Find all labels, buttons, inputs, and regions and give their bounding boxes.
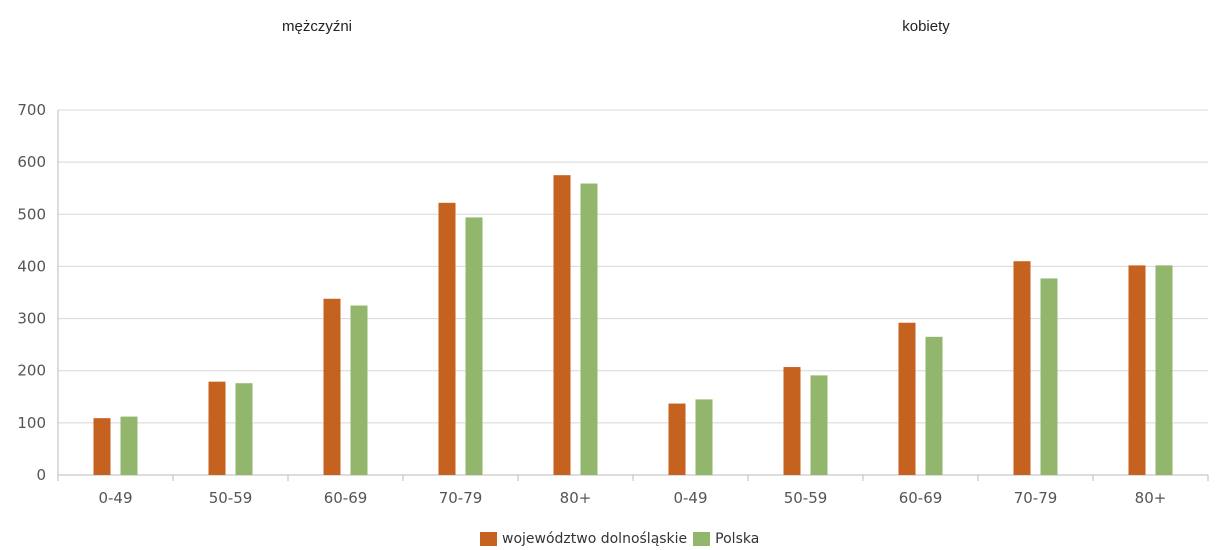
y-tick-label: 400 — [17, 257, 46, 275]
x-tick-label: 70-79 — [439, 489, 483, 507]
bar-polska — [580, 183, 598, 475]
bar-polska — [1155, 265, 1173, 475]
x-tick-label: 0-49 — [673, 489, 707, 507]
legend-item-polska[interactable]: Polska — [693, 531, 759, 547]
bar-dolnoslaskie — [783, 367, 801, 475]
y-tick-label: 700 — [17, 101, 46, 119]
y-tick-label: 600 — [17, 153, 46, 171]
bar-dolnoslaskie — [93, 418, 111, 475]
legend: województwo dolnośląskie Polska — [480, 531, 759, 547]
x-tick-label: 50-59 — [209, 489, 253, 507]
bar-polska — [1040, 278, 1058, 475]
legend-swatch-dolnoslaskie — [480, 532, 497, 546]
x-tick-label: 60-69 — [899, 489, 943, 507]
x-tick-label: 0-49 — [98, 489, 132, 507]
group-title-women: kobiety — [902, 18, 950, 35]
bar-dolnoslaskie — [1013, 261, 1031, 475]
y-tick-label: 500 — [17, 205, 46, 223]
y-tick-label: 0 — [36, 466, 46, 484]
legend-item-dolnoslaskie[interactable]: województwo dolnośląskie — [480, 531, 687, 547]
bar-dolnoslaskie — [323, 298, 341, 475]
legend-label-polska: Polska — [715, 531, 760, 547]
bar-polska — [810, 375, 828, 475]
bar-polska — [695, 399, 713, 475]
bar-dolnoslaskie — [438, 202, 456, 476]
x-tick-label: 60-69 — [324, 489, 368, 507]
bar-dolnoslaskie — [553, 175, 571, 475]
x-tick-label: 70-79 — [1014, 489, 1058, 507]
bar-dolnoslaskie — [1128, 265, 1146, 475]
bar-polska — [235, 383, 253, 475]
y-tick-label: 300 — [17, 310, 46, 328]
bar-polska — [465, 217, 483, 475]
y-tick-label: 100 — [17, 414, 46, 432]
bar-dolnoslaskie — [208, 381, 226, 475]
bar-dolnoslaskie — [668, 403, 686, 475]
bar-dolnoslaskie — [898, 322, 916, 475]
x-tick-label: 80+ — [1135, 489, 1167, 507]
x-tick-label: 50-59 — [784, 489, 828, 507]
bar-polska — [925, 336, 943, 475]
legend-swatch-polska — [693, 532, 711, 546]
x-tick-label: 80+ — [560, 489, 592, 507]
group-title-men: mężczyźni — [281, 18, 353, 35]
y-tick-label: 200 — [17, 362, 46, 380]
bar-polska — [350, 305, 368, 475]
bar-chart: 0 100 200 300 400 500 600 700 0-49 50-59 60-69 70-7… — [17, 101, 1209, 507]
legend-label-dolnoslaskie: województwo dolnośląskie — [502, 531, 688, 547]
bar-polska — [120, 416, 138, 475]
